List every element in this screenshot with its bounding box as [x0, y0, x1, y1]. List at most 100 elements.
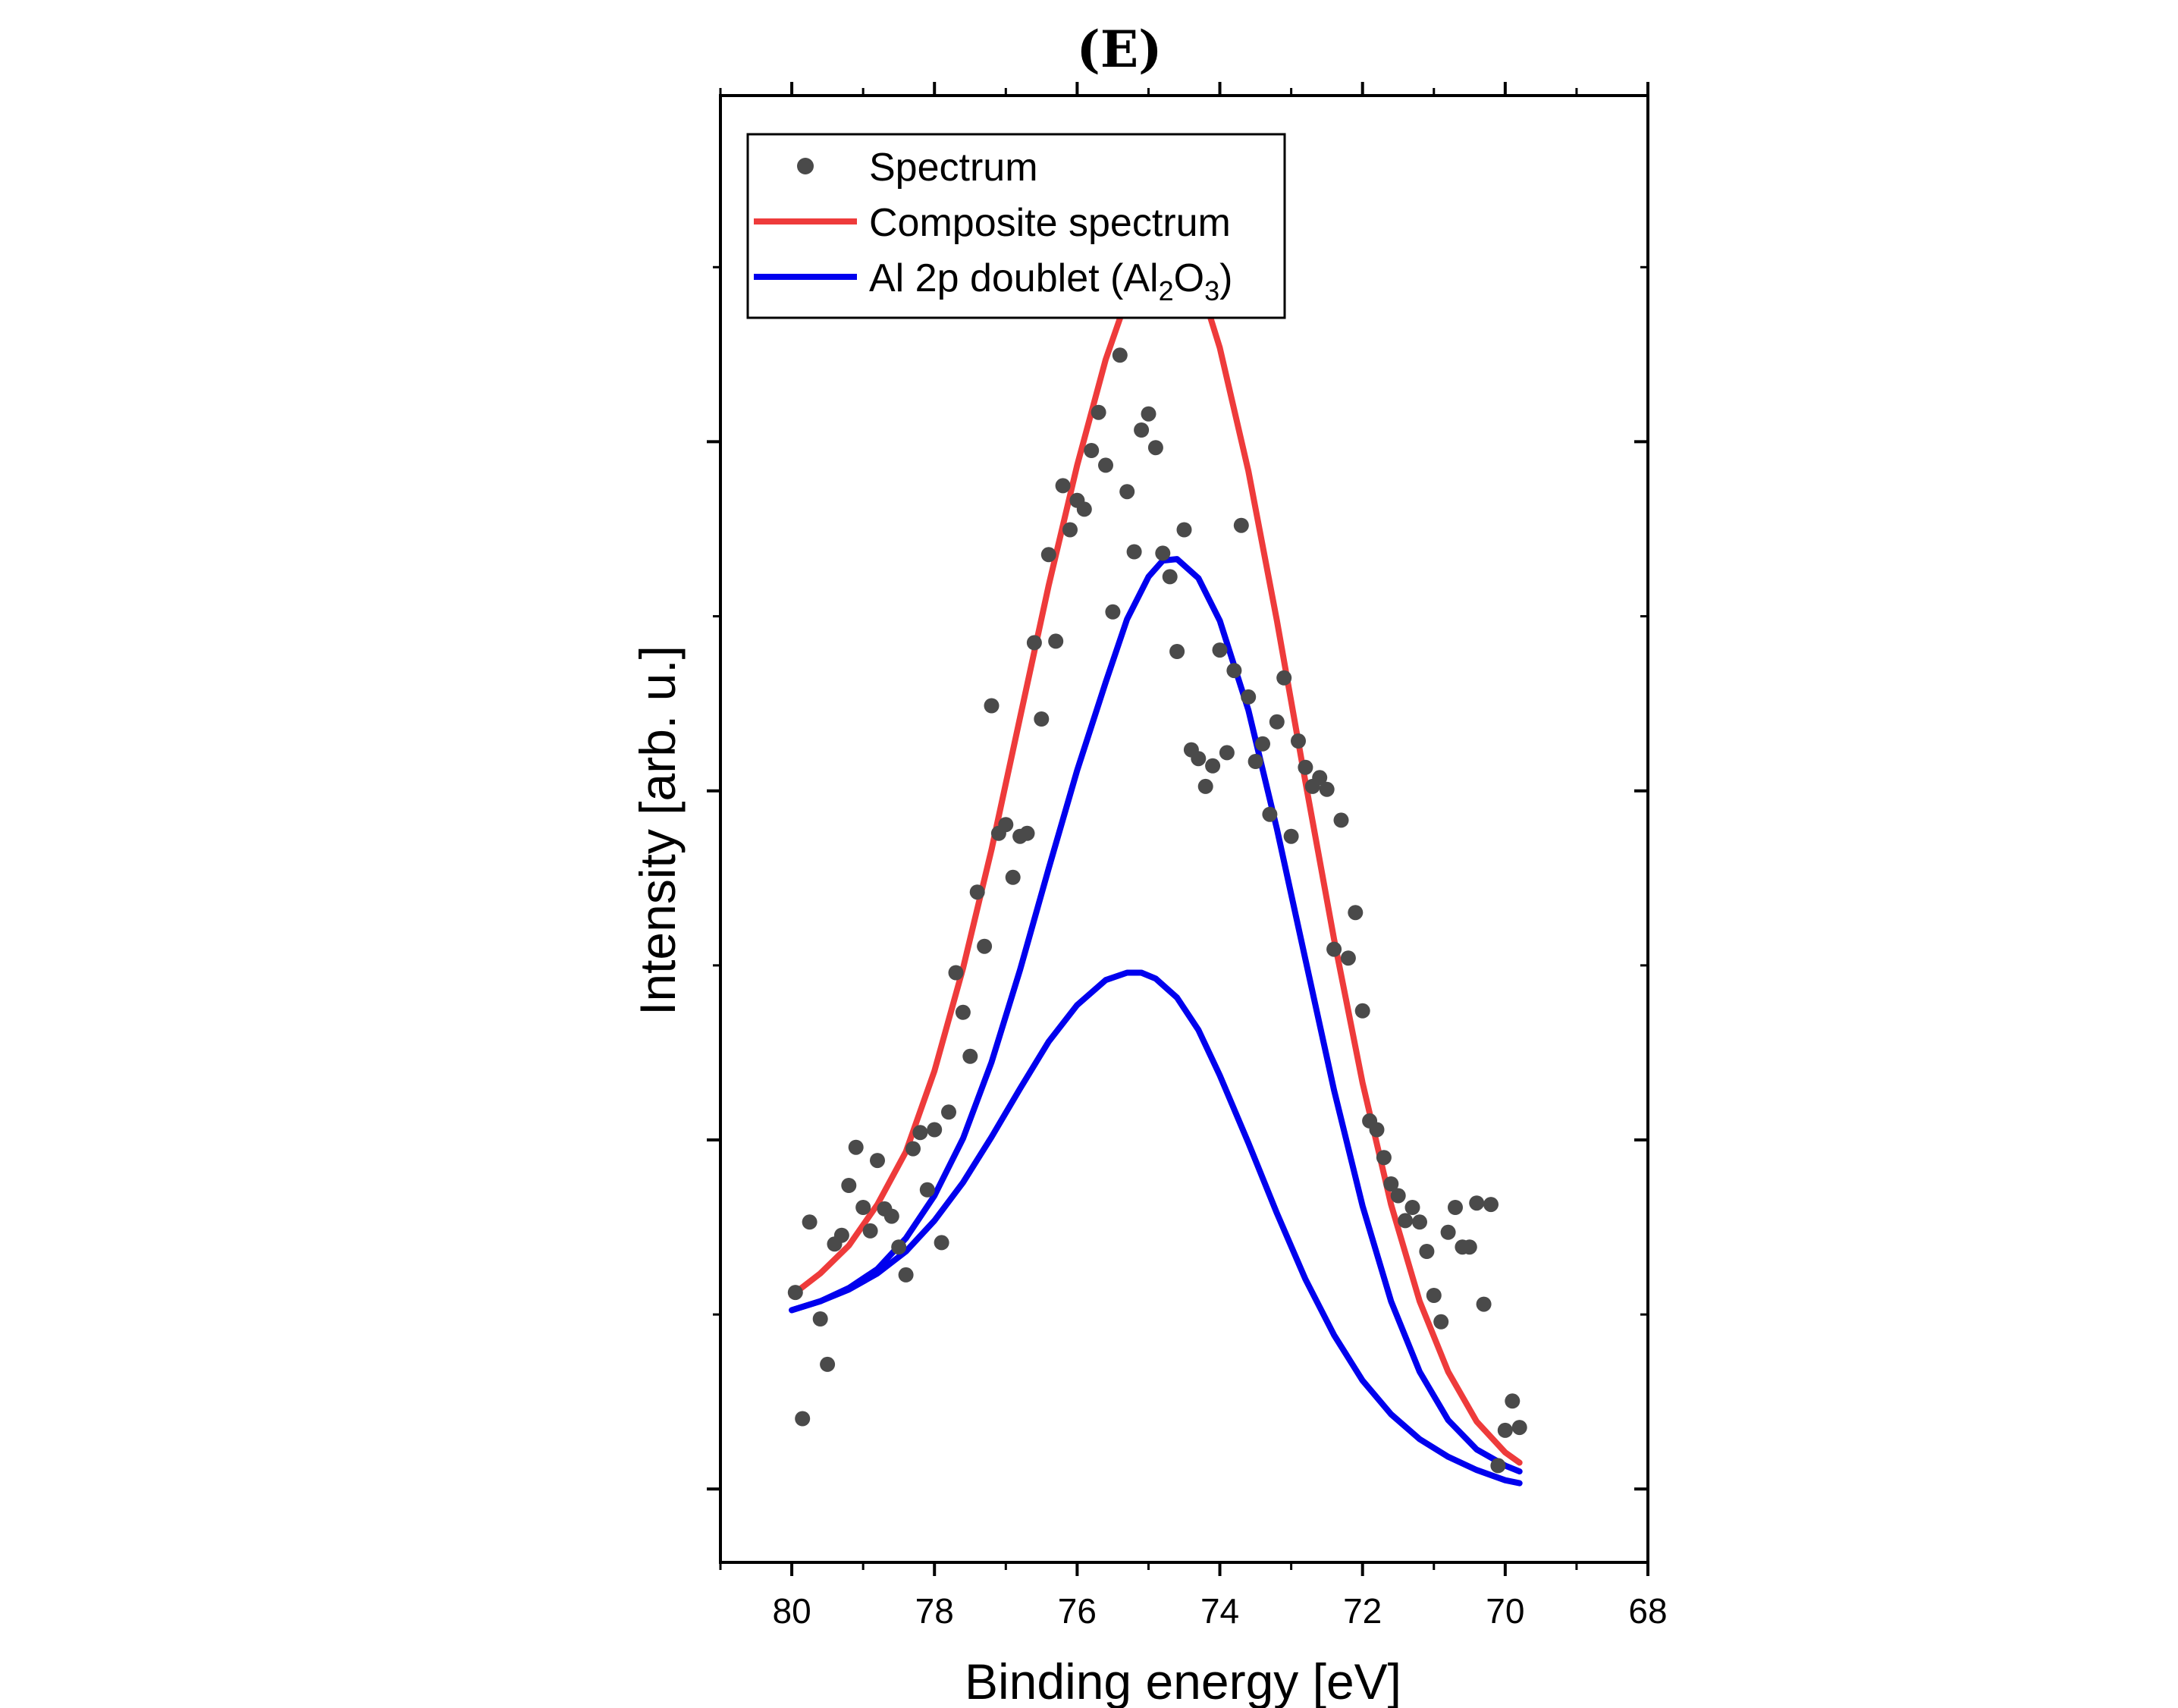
- spectrum-point: [855, 1200, 871, 1215]
- x-tick-label: 78: [915, 1591, 954, 1631]
- spectrum-point: [1112, 347, 1128, 363]
- spectrum-point: [787, 1285, 803, 1301]
- spectrum-point: [1212, 642, 1228, 658]
- legend-doublet-mid: O: [1174, 256, 1204, 300]
- spectrum-point: [833, 1227, 849, 1243]
- spectrum-point: [1091, 404, 1106, 420]
- spectrum-point: [898, 1267, 914, 1283]
- spectrum-point: [1126, 544, 1142, 560]
- spectrum-point: [1262, 806, 1278, 822]
- spectrum-point: [1312, 770, 1328, 786]
- spectrum-point: [1505, 1393, 1521, 1409]
- spectrum-point: [841, 1178, 857, 1193]
- spectrum-point: [948, 965, 964, 981]
- spectrum-point: [1062, 522, 1078, 538]
- spectrum-point: [1419, 1244, 1435, 1259]
- spectrum-point: [1283, 828, 1299, 844]
- spectrum-point: [977, 938, 993, 954]
- x-tick-label: 80: [772, 1591, 811, 1631]
- spectrum-point: [1191, 751, 1207, 767]
- spectrum-point: [1461, 1239, 1477, 1255]
- legend-doublet-sub2: 3: [1204, 275, 1219, 306]
- x-tick-label: 74: [1200, 1591, 1239, 1631]
- series-layer: [787, 239, 1527, 1487]
- x-tick-label: 76: [1058, 1591, 1097, 1631]
- x-tick-label: 70: [1486, 1591, 1524, 1631]
- spectrum-point: [1412, 1214, 1427, 1230]
- spectrum-point: [1048, 633, 1064, 649]
- spectrum-point: [1247, 754, 1263, 769]
- spectrum-point: [969, 884, 985, 900]
- plot-frame: [719, 94, 1649, 1564]
- spectrum-point: [1055, 478, 1071, 494]
- spectrum-point: [1348, 905, 1364, 921]
- spectrum-point: [1084, 443, 1100, 458]
- spectrum-point: [962, 1048, 978, 1064]
- legend-doublet-sub1: 2: [1159, 275, 1174, 306]
- spectrum-point: [1340, 950, 1356, 966]
- spectrum-point: [1241, 689, 1257, 705]
- spectrum-point: [1333, 812, 1349, 828]
- spectrum-point: [795, 1411, 811, 1427]
- legend-box: [746, 133, 1286, 319]
- legend-marker-spectrum: [797, 158, 814, 174]
- spectrum-point: [1098, 457, 1113, 473]
- spectrum-point: [1255, 736, 1270, 752]
- x-tick-labels: 80 78 76 74 72 70 68: [772, 1591, 1667, 1631]
- spectrum-point: [802, 1214, 818, 1230]
- spectrum-point: [1376, 1150, 1392, 1166]
- spectrum-point: [1426, 1288, 1442, 1303]
- x-tick-label: 68: [1628, 1591, 1667, 1631]
- spectrum-point: [1469, 1195, 1485, 1211]
- spectrum-point: [1162, 569, 1178, 585]
- spectrum-point: [1433, 1314, 1449, 1330]
- spectrum-point: [883, 1208, 899, 1224]
- spectrum-point: [1269, 714, 1285, 730]
- spectrum-point: [1034, 711, 1050, 727]
- spectrum-point: [1076, 501, 1092, 517]
- spectrum-point: [1141, 406, 1156, 422]
- spectrum-point: [1134, 422, 1150, 438]
- legend-label-composite: Composite spectrum: [869, 201, 1231, 245]
- axis-ticks: [707, 82, 1649, 1576]
- spectrum-point: [812, 1311, 828, 1327]
- spectrum-point: [1233, 517, 1249, 533]
- legend-label-doublet: Al 2p doublet (Al2O3): [869, 256, 1232, 306]
- spectrum-point: [1511, 1420, 1527, 1436]
- spectrum-point: [1326, 941, 1342, 957]
- spectrum-point: [1404, 1200, 1420, 1215]
- legend-doublet-suffix: ): [1219, 256, 1232, 300]
- spectrum-point: [862, 1223, 878, 1239]
- spectrum-point: [1005, 869, 1021, 885]
- spectrum-point: [1448, 1200, 1463, 1215]
- spectrum-point: [912, 1125, 928, 1141]
- spectrum-point: [1440, 1224, 1456, 1240]
- legend-doublet-prefix: Al 2p doublet (Al: [869, 256, 1159, 300]
- spectrum-point: [1197, 778, 1213, 794]
- al2p-doublet-line: [789, 556, 1523, 1475]
- spectrum-point: [1105, 604, 1121, 620]
- spectrum-point: [1205, 758, 1221, 774]
- al2p-doublet-line: [789, 969, 1523, 1487]
- spectrum-point: [934, 1235, 949, 1251]
- spectrum-point: [1390, 1188, 1406, 1204]
- spectrum-point: [1276, 670, 1292, 686]
- spectrum-point: [1026, 635, 1042, 651]
- spectrum-point: [1176, 522, 1192, 538]
- spectrum-point: [820, 1356, 836, 1372]
- spectrum-point: [1169, 644, 1185, 659]
- spectrum-point: [984, 698, 1000, 714]
- spectrum-point: [1497, 1422, 1513, 1438]
- spectrum-point: [891, 1239, 907, 1255]
- x-axis-label: Binding energy [eV]: [965, 1653, 1401, 1708]
- spectrum-point: [905, 1141, 921, 1157]
- spectrum-point: [955, 1004, 971, 1020]
- spectrum-point: [1226, 663, 1242, 679]
- spectrum-point: [1354, 1003, 1370, 1019]
- spectrum-point: [1398, 1213, 1414, 1229]
- spectrum-point: [1019, 825, 1035, 841]
- legend: Spectrum Composite spectrum Al 2p double…: [746, 133, 1286, 319]
- spectrum-point: [1291, 733, 1306, 749]
